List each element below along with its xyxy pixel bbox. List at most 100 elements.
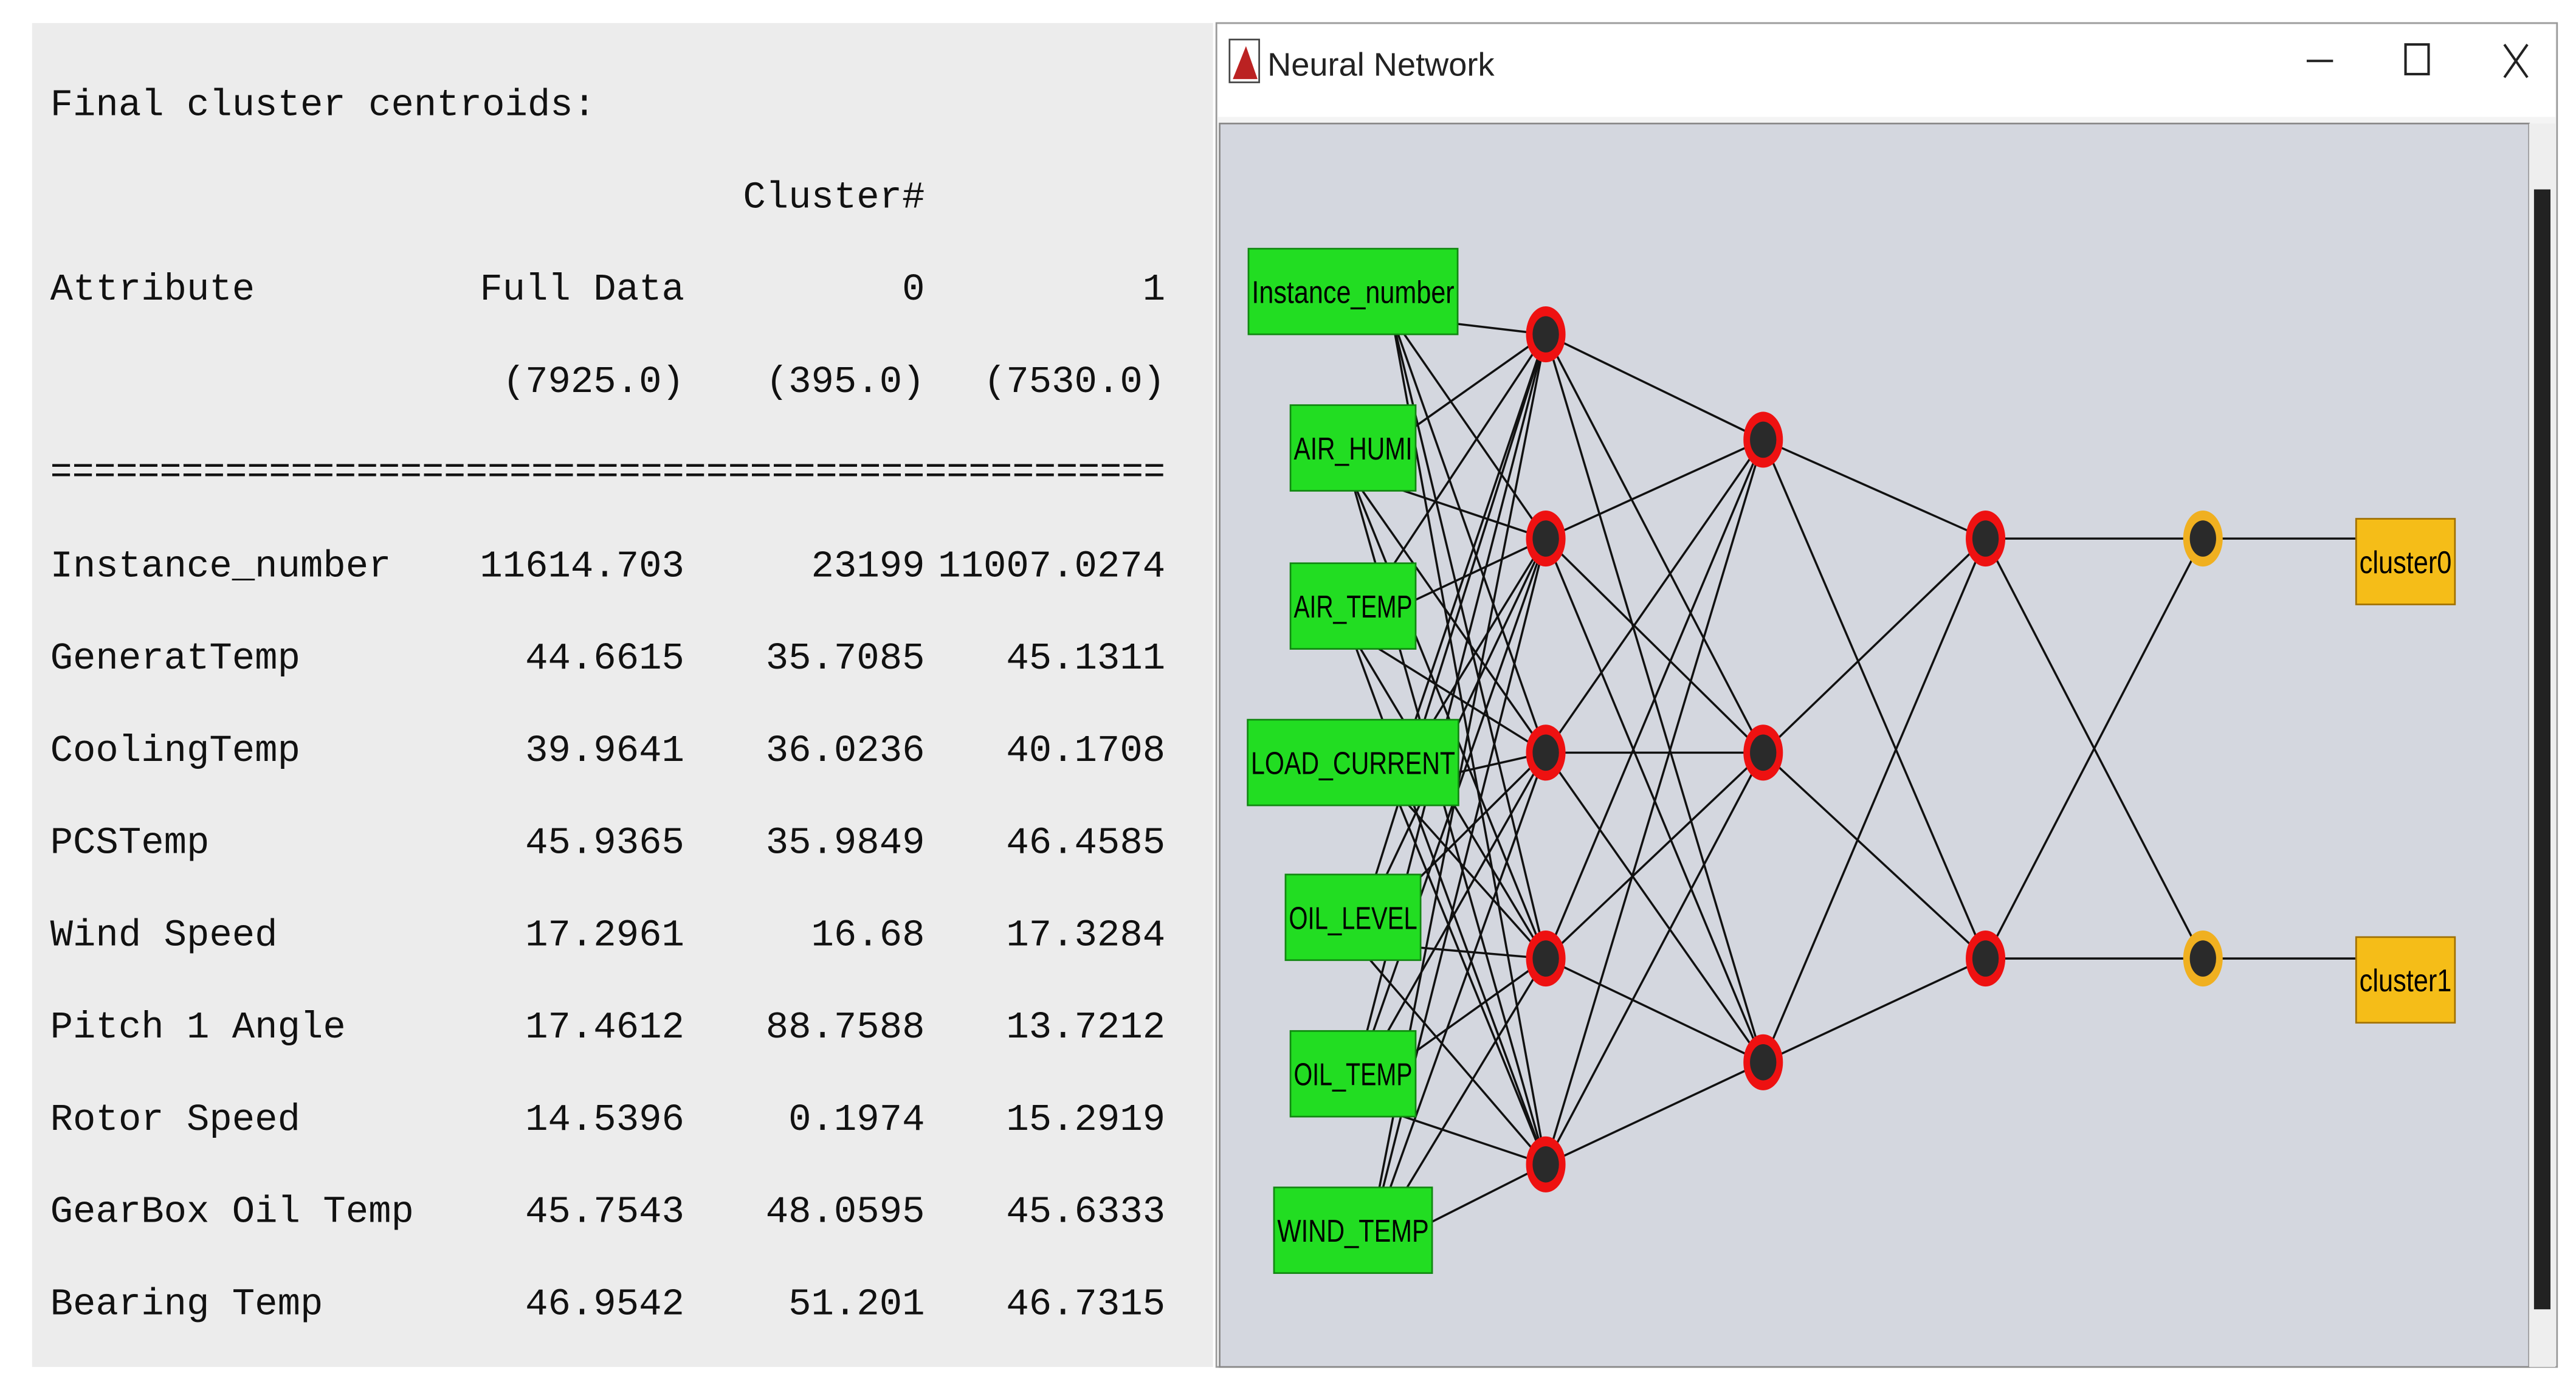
input-box (1247, 247, 1459, 335)
connection (1365, 538, 1547, 1256)
centroid-value: 16.68 (811, 913, 925, 957)
connection (1354, 334, 1547, 943)
neuron[interactable] (1526, 1136, 1566, 1192)
input-box (1273, 1186, 1433, 1274)
connection (1354, 941, 1547, 1165)
connection (1391, 315, 1547, 753)
attribute-name: CoolingTemp (50, 729, 300, 772)
neuron[interactable] (1966, 511, 2006, 567)
neuron[interactable] (1526, 511, 1566, 567)
close-button[interactable] (2503, 43, 2529, 78)
neuron-core (1532, 316, 1559, 353)
separator: ========================================… (50, 451, 1165, 494)
centroid-value: 23199 (811, 545, 925, 588)
column-header: 1 (1143, 268, 1165, 311)
input-label: Instance_number (1252, 275, 1454, 310)
neuron[interactable] (2183, 930, 2223, 987)
attribute-name: Pitch 1 Angle (50, 1006, 346, 1049)
connection (1545, 334, 1765, 754)
input-node[interactable]: OIL_LEVEL (1284, 873, 1422, 962)
centroid-value: 45.6333 (1006, 1191, 1165, 1234)
column-header: Full Data (480, 268, 684, 311)
neuron[interactable] (1526, 724, 1566, 781)
attribute-name: Rotor Speed (50, 1098, 300, 1141)
scroll-thumb[interactable] (2533, 189, 2550, 1310)
network-window: Neural Network (1215, 22, 2558, 1368)
connection (1763, 438, 1986, 540)
centroid-value: 13.7212 (1006, 1006, 1165, 1049)
output-node[interactable]: cluster1 (2355, 936, 2456, 1024)
connection (1763, 957, 1986, 1064)
connection (1391, 315, 1547, 540)
attribute-name: Instance_number (50, 545, 391, 588)
neuron[interactable] (2183, 511, 2223, 567)
attribute-name: GeneratTemp (50, 637, 300, 680)
centroid-value: 48.0595 (766, 1191, 925, 1234)
maximize-button[interactable] (2404, 43, 2430, 75)
neuron-core (1972, 940, 1999, 977)
centroid-value: 46.4585 (1006, 822, 1165, 865)
input-node[interactable]: AIR_TEMP (1289, 562, 1417, 650)
input-node[interactable]: AIR_HUMI (1289, 404, 1417, 492)
connection (1391, 786, 1547, 1165)
column-header: 0 (902, 268, 925, 311)
app-icon (1228, 38, 1260, 83)
connection (1545, 752, 1765, 1063)
input-box (1289, 1030, 1417, 1118)
neuron-core (1750, 734, 1777, 771)
neuron[interactable] (1743, 724, 1783, 781)
input-box (1289, 562, 1417, 650)
output-box (2355, 518, 2456, 605)
connection (1985, 538, 2204, 959)
neuron[interactable] (1966, 930, 2006, 987)
connection (1545, 1061, 1764, 1166)
title-bar (1217, 24, 2556, 117)
connection (1348, 538, 1547, 1099)
neuron-core (1532, 734, 1559, 771)
connection (1348, 334, 1547, 1099)
connection (1545, 333, 1764, 441)
centroid-value: 17.2961 (525, 913, 684, 957)
centroid-value: 51.201 (788, 1282, 925, 1326)
attribute-name: PCSTemp (50, 822, 210, 865)
attribute-name: Wind Speed (50, 913, 278, 957)
neuron-core (2189, 940, 2216, 977)
connection (1349, 630, 1547, 754)
input-label: AIR_HUMI (1293, 431, 1412, 466)
output-panel (32, 22, 1213, 1368)
input-box (1284, 873, 1422, 962)
connection (1762, 752, 1986, 960)
heading: Final cluster centroids: (50, 84, 596, 127)
neuron[interactable] (1743, 1034, 1783, 1090)
neuron-core (1532, 940, 1559, 977)
neuron-core (2189, 520, 2216, 557)
centroid-value: 46.9542 (525, 1282, 684, 1326)
centroid-value: 17.4612 (525, 1006, 684, 1049)
centroid-value: 44.6615 (525, 637, 684, 680)
centroid-value: 45.9365 (525, 822, 684, 865)
neuron[interactable] (1526, 306, 1566, 363)
attribute-name: Bearing Temp (50, 1282, 323, 1326)
centroid-value: 45.7543 (525, 1191, 684, 1234)
centroid-value: 35.7085 (766, 637, 925, 680)
neuron[interactable] (1526, 930, 1566, 987)
input-node[interactable]: LOAD_CURRENT (1247, 718, 1459, 807)
neuron-core (1750, 421, 1777, 458)
centroid-value: 36.0236 (766, 729, 925, 772)
input-box (1289, 404, 1417, 492)
output-node[interactable]: cluster0 (2355, 518, 2456, 605)
neuron-core (1532, 1146, 1559, 1183)
neuron[interactable] (1743, 411, 1783, 468)
connection (1545, 439, 1765, 754)
input-node[interactable]: Instance_number (1247, 247, 1459, 335)
connection (1390, 315, 1547, 1165)
connection (1391, 786, 1547, 960)
centroid-value: 88.7588 (766, 1006, 925, 1049)
input-label: WIND_TEMP (1277, 1213, 1428, 1248)
output-label: cluster0 (2360, 545, 2452, 580)
centroid-value: 17.3284 (1006, 913, 1165, 957)
input-node[interactable]: OIL_TEMP (1289, 1030, 1417, 1118)
input-node[interactable]: WIND_TEMP (1273, 1186, 1433, 1274)
neuron-core (1972, 520, 1999, 557)
